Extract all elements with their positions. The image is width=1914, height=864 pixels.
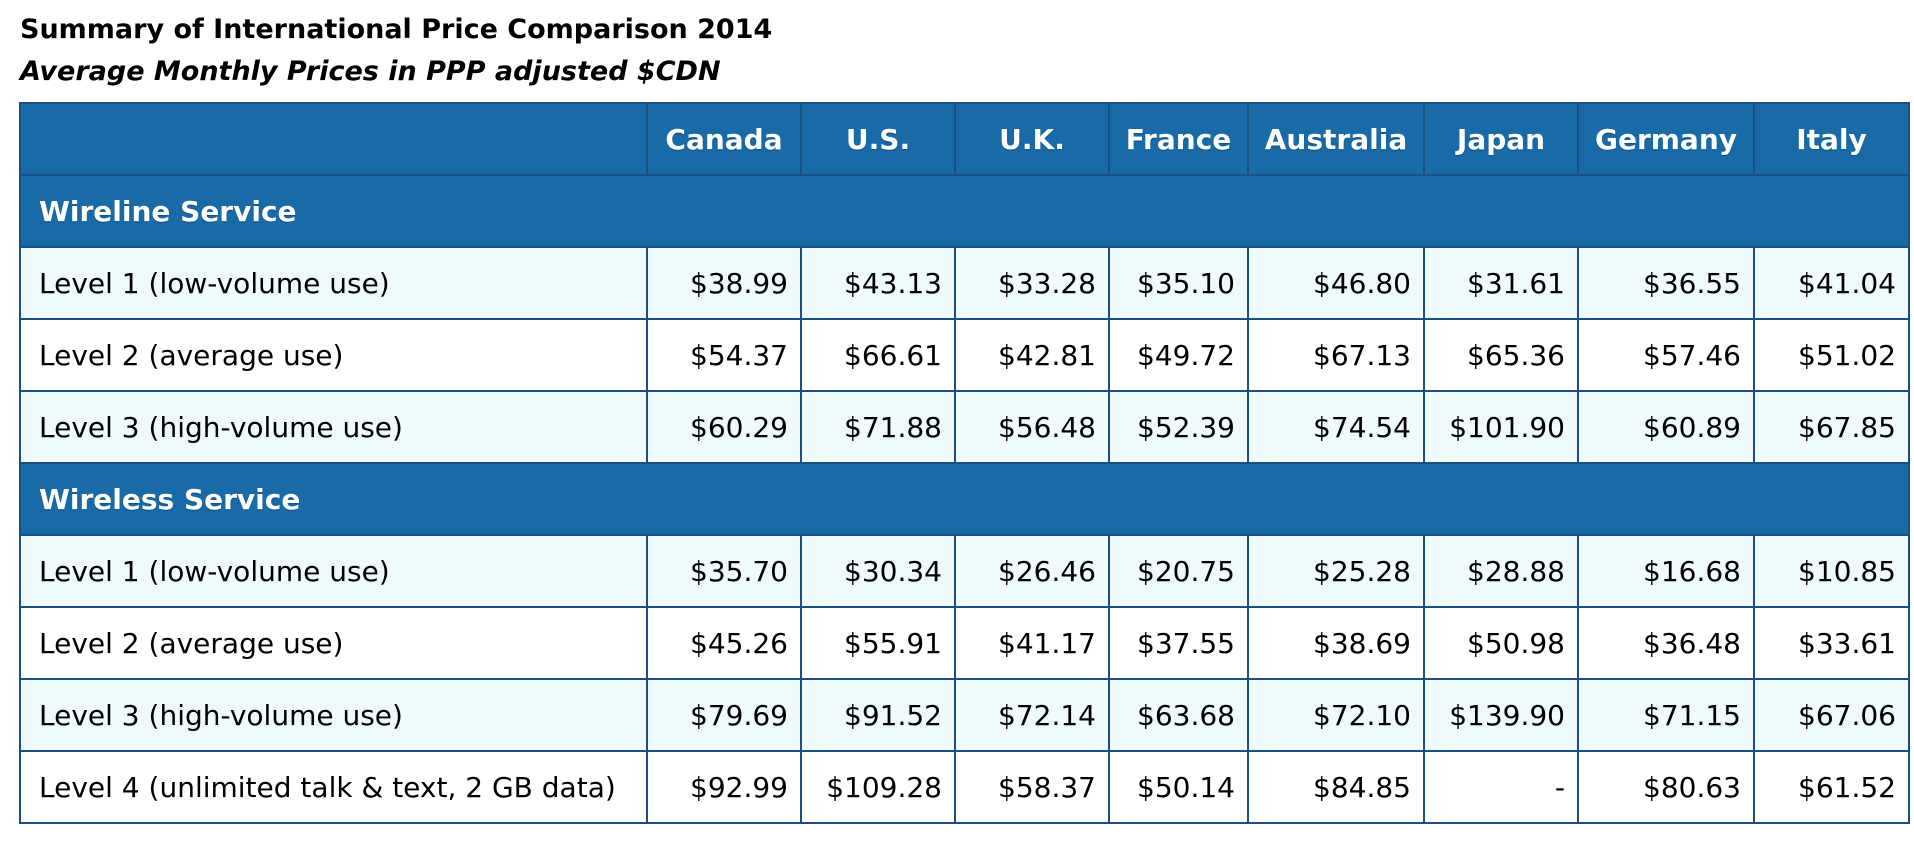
table-row: Level 3 (high-volume use) $60.29 $71.88 … [19, 390, 1910, 464]
price-cell: $84.85 [1247, 750, 1425, 824]
page-title: Summary of International Price Compariso… [20, 14, 773, 45]
price-cell: $50.14 [1108, 750, 1249, 824]
corner-cell [19, 102, 648, 176]
price-cell: $37.55 [1108, 606, 1249, 680]
price-cell: $38.69 [1247, 606, 1425, 680]
price-cell: $42.81 [954, 318, 1110, 392]
price-cell: $41.04 [1753, 246, 1910, 320]
row-label: Level 2 (average use) [19, 318, 648, 392]
section-header-wireless: Wireless Service [19, 462, 1910, 536]
row-label: Level 3 (high-volume use) [19, 390, 648, 464]
row-label: Level 1 (low-volume use) [19, 246, 648, 320]
section-label: Wireless Service [19, 462, 1910, 536]
column-header-us: U.S. [800, 102, 956, 176]
table-row: Level 4 (unlimited talk & text, 2 GB dat… [19, 750, 1910, 824]
price-cell: $101.90 [1423, 390, 1579, 464]
row-label: Level 2 (average use) [19, 606, 648, 680]
price-cell: $79.69 [646, 678, 802, 752]
price-cell: $25.28 [1247, 534, 1425, 608]
table-row: Level 2 (average use) $54.37 $66.61 $42.… [19, 318, 1910, 392]
price-cell: $41.17 [954, 606, 1110, 680]
header-row: Canada U.S. U.K. France Australia Japan … [19, 102, 1910, 176]
price-cell: $56.48 [954, 390, 1110, 464]
price-cell: $36.48 [1577, 606, 1755, 680]
price-cell: $60.29 [646, 390, 802, 464]
price-cell: $33.61 [1753, 606, 1910, 680]
table-row: Level 3 (high-volume use) $79.69 $91.52 … [19, 678, 1910, 752]
price-cell: $50.98 [1423, 606, 1579, 680]
price-cell: $67.85 [1753, 390, 1910, 464]
price-cell: $55.91 [800, 606, 956, 680]
price-cell: $80.63 [1577, 750, 1755, 824]
price-cell: $10.85 [1753, 534, 1910, 608]
price-cell: $36.55 [1577, 246, 1755, 320]
price-cell: $67.06 [1753, 678, 1910, 752]
price-cell: $54.37 [646, 318, 802, 392]
price-cell: $57.46 [1577, 318, 1755, 392]
price-cell: $16.68 [1577, 534, 1755, 608]
price-cell: $31.61 [1423, 246, 1579, 320]
table-row: Level 1 (low-volume use) $35.70 $30.34 $… [19, 534, 1910, 608]
page-subtitle: Average Monthly Prices in PPP adjusted $… [20, 56, 721, 87]
column-header-germany: Germany [1577, 102, 1755, 176]
price-cell: $58.37 [954, 750, 1110, 824]
price-cell: $91.52 [800, 678, 956, 752]
price-cell: $72.10 [1247, 678, 1425, 752]
column-header-france: France [1108, 102, 1249, 176]
price-cell: $30.34 [800, 534, 956, 608]
section-header-wireline: Wireline Service [19, 174, 1910, 248]
column-header-italy: Italy [1753, 102, 1910, 176]
price-cell: $71.15 [1577, 678, 1755, 752]
table-row: Level 2 (average use) $45.26 $55.91 $41.… [19, 606, 1910, 680]
table-row: Level 1 (low-volume use) $38.99 $43.13 $… [19, 246, 1910, 320]
price-cell: $61.52 [1753, 750, 1910, 824]
price-cell: $35.70 [646, 534, 802, 608]
price-cell: $38.99 [646, 246, 802, 320]
price-cell: $35.10 [1108, 246, 1249, 320]
price-cell: $139.90 [1423, 678, 1579, 752]
column-header-japan: Japan [1423, 102, 1579, 176]
price-cell: $20.75 [1108, 534, 1249, 608]
column-header-uk: U.K. [954, 102, 1110, 176]
price-cell: $67.13 [1247, 318, 1425, 392]
price-cell: $51.02 [1753, 318, 1910, 392]
price-cell: $65.36 [1423, 318, 1579, 392]
price-cell: $45.26 [646, 606, 802, 680]
price-cell: $109.28 [800, 750, 956, 824]
row-label: Level 1 (low-volume use) [19, 534, 648, 608]
row-label: Level 4 (unlimited talk & text, 2 GB dat… [19, 750, 648, 824]
row-label: Level 3 (high-volume use) [19, 678, 648, 752]
price-cell: $92.99 [646, 750, 802, 824]
price-cell: $71.88 [800, 390, 956, 464]
price-cell: $43.13 [800, 246, 956, 320]
price-cell: $52.39 [1108, 390, 1249, 464]
price-cell: - [1423, 750, 1579, 824]
price-cell: $26.46 [954, 534, 1110, 608]
price-cell: $49.72 [1108, 318, 1249, 392]
price-cell: $66.61 [800, 318, 956, 392]
column-header-australia: Australia [1247, 102, 1425, 176]
price-comparison-table: Canada U.S. U.K. France Australia Japan … [19, 102, 1910, 824]
section-label: Wireline Service [19, 174, 1910, 248]
price-cell: $60.89 [1577, 390, 1755, 464]
price-cell: $72.14 [954, 678, 1110, 752]
price-cell: $46.80 [1247, 246, 1425, 320]
column-header-canada: Canada [646, 102, 802, 176]
price-cell: $33.28 [954, 246, 1110, 320]
price-cell: $74.54 [1247, 390, 1425, 464]
price-cell: $28.88 [1423, 534, 1579, 608]
price-cell: $63.68 [1108, 678, 1249, 752]
